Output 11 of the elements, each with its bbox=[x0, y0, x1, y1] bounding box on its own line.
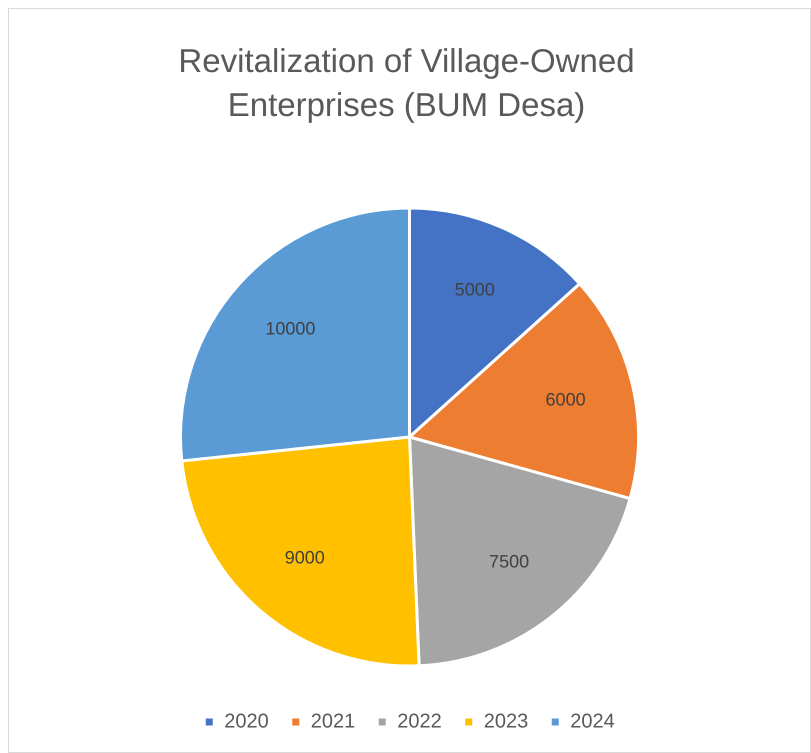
data-label: 6000 bbox=[546, 389, 586, 410]
legend-label: 2024 bbox=[570, 710, 615, 733]
data-label: 5000 bbox=[454, 280, 495, 300]
data-label: 7500 bbox=[489, 552, 530, 572]
chart-title: Revitalization of Village-Owned Enterprises (BUM Desa) bbox=[177, 41, 636, 125]
legend-label: 2020 bbox=[224, 710, 269, 733]
legend-label: 2023 bbox=[484, 710, 528, 733]
legend-label: 2022 bbox=[397, 710, 442, 733]
data-label: 10000 bbox=[265, 318, 316, 339]
data-label: 9000 bbox=[284, 547, 325, 568]
legend-label: 2021 bbox=[310, 710, 356, 733]
